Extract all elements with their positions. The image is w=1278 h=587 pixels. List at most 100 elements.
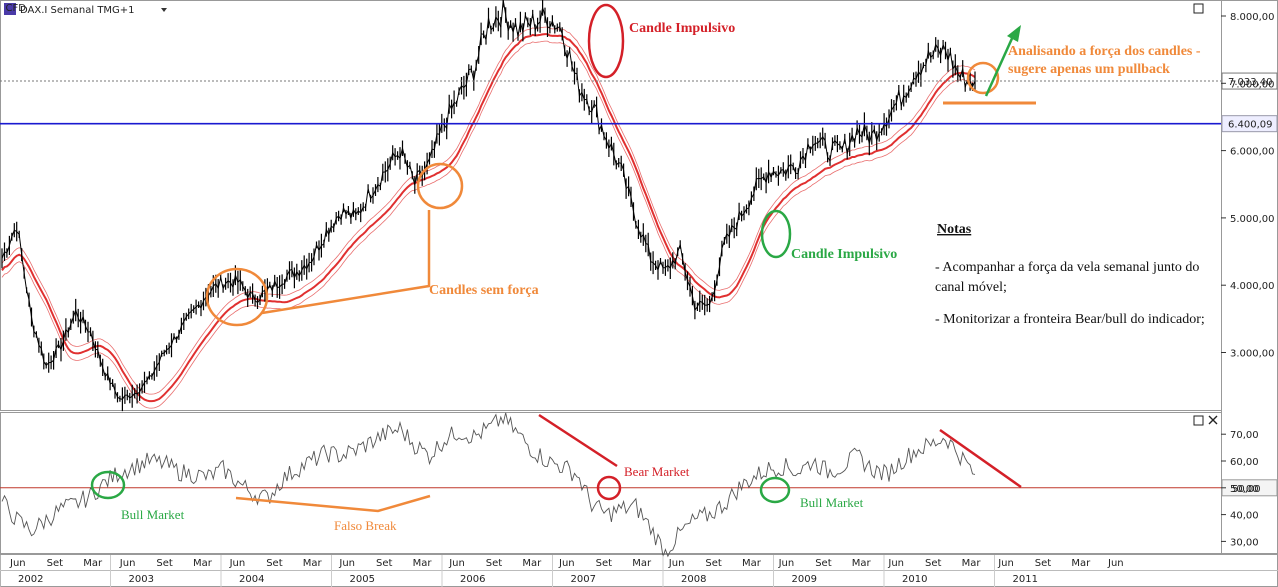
month-label: Set: [486, 558, 503, 569]
osc-tick-label: 30,00: [1230, 537, 1259, 548]
bear-circle: [596, 475, 622, 501]
chevron-down-icon[interactable]: [161, 8, 167, 12]
price-level-label: 7.033,40: [1228, 77, 1273, 88]
month-label: Jun: [448, 558, 465, 569]
month-label: Mar: [852, 558, 872, 569]
osc-tick-label: 70,00: [1230, 430, 1259, 441]
month-label: Set: [815, 558, 832, 569]
month-label: Jun: [778, 558, 795, 569]
month-label: Mar: [1071, 558, 1091, 569]
osc-tick-label: 50,00: [1230, 484, 1259, 495]
month-label: Jun: [1107, 558, 1124, 569]
month-label: Jun: [887, 558, 904, 569]
bull-circle-2: [759, 476, 791, 504]
price-tick-label: 5.000,00: [1230, 214, 1275, 225]
annotation-candles-sem-forca: Candles sem força: [429, 283, 539, 298]
price-levels: 7.033,40 6.400,09: [0, 72, 1278, 133]
month-label: Jun: [229, 558, 246, 569]
month-label: Jun: [668, 558, 685, 569]
month-label: Jun: [997, 558, 1014, 569]
annotation-pullback: Analisando a força dos candles - sugere …: [1008, 44, 1201, 77]
notes-block: Notas - Acompanhar a força da vela seman…: [935, 222, 1205, 327]
month-label: Mar: [632, 558, 652, 569]
price-tick-label: 6.000,00: [1230, 147, 1275, 158]
month-label: Jun: [558, 558, 575, 569]
month-label: Mar: [413, 558, 433, 569]
month-label: Jun: [9, 558, 26, 569]
channel-middle: [1, 33, 976, 403]
cfd-icon: [4, 3, 16, 15]
recent-downtrend-line: [939, 428, 1022, 489]
year-label: 2006: [460, 574, 485, 585]
weak-candles-connector: [261, 210, 431, 315]
oscillator-line: [1, 412, 976, 558]
price-series: [1, 0, 976, 412]
month-label: Mar: [742, 558, 762, 569]
month-label: Set: [156, 558, 173, 569]
annotations-oscillator: Bull Market Falso Break Bear Market Bull…: [90, 413, 1022, 533]
moving-channel: [1, 26, 976, 409]
year-label: 2010: [902, 574, 927, 585]
false-break-line: [235, 494, 431, 513]
year-label: 2008: [681, 574, 706, 585]
level-label: 50,00: [1232, 484, 1261, 495]
year-label: 2007: [571, 574, 596, 585]
osc-tick-label: 40,00: [1230, 511, 1259, 522]
month-label: Jun: [338, 558, 355, 569]
annotation-candle-impulsivo-green: Candle Impulsivo: [791, 247, 897, 262]
bear-trend-line: [538, 413, 618, 468]
weak-candles-circle-2: [205, 267, 269, 327]
oscillator-series: 50,00: [0, 412, 1278, 558]
month-label: Set: [705, 558, 722, 569]
support-price-box: [1221, 115, 1278, 133]
annotation-bear-market: Bear Market: [624, 464, 690, 479]
notes-line-2: - Monitorizar a fronteira Bear/bull do i…: [935, 312, 1205, 327]
month-label: Mar: [522, 558, 542, 569]
month-label: Jun: [119, 558, 136, 569]
month-label: Set: [925, 558, 942, 569]
year-label: 2011: [1013, 574, 1038, 585]
annotations-price: Candle Impulsivo Candle Impulsivo Candle…: [205, 3, 1205, 327]
channel-lower: [1, 40, 976, 409]
annotation-bull-market-1: Bull Market: [121, 507, 185, 522]
year-label: 2003: [129, 574, 154, 585]
oscillator-ticks: 70,00 60,00 50,00 40,00 30,00: [1221, 430, 1259, 548]
month-label: Set: [266, 558, 283, 569]
notes-line-1: - Acompanhar a força da vela semanal jun…: [935, 260, 1200, 295]
month-label: Mar: [303, 558, 323, 569]
maximize-indicator-icon[interactable]: [1193, 415, 1204, 426]
impulse-circle-red: [587, 3, 625, 79]
price-line: [1, 0, 976, 400]
chart-title: DAX.I Semanal TMG+1: [20, 5, 135, 16]
year-label: 2005: [350, 574, 375, 585]
bull-circle-1: [90, 470, 126, 500]
month-label: Mar: [83, 558, 103, 569]
month-label: Set: [596, 558, 613, 569]
price-level-label: 6.400,09: [1228, 120, 1273, 131]
year-label: 2009: [792, 574, 817, 585]
price-ticks: 8.000,00 7.000,00 6.000,00 5.000,00 4.000,00…: [1221, 12, 1275, 360]
oscillator-panel: [0, 412, 1222, 554]
year-label: 2002: [18, 574, 43, 585]
price-tick-label: 3.000,00: [1230, 349, 1275, 360]
notes-title: Notas: [937, 222, 972, 237]
month-label: Set: [47, 558, 64, 569]
price-axis-panel: [1221, 0, 1278, 554]
impulse-circle-green: [760, 209, 792, 259]
cfd-badge: CFD: [6, 3, 27, 14]
annotation-candle-impulsivo-red: Candle Impulsivo: [629, 21, 735, 36]
price-panel: [0, 0, 1222, 411]
weak-candles-circle-1: [416, 162, 464, 210]
month-label: Mar: [962, 558, 982, 569]
osc-tick-label: 60,00: [1230, 457, 1259, 468]
channel-upper: [1, 26, 976, 395]
price-tick-label: 8.000,00: [1230, 12, 1275, 23]
price-tick-label: 4.000,00: [1230, 281, 1275, 292]
close-icon[interactable]: [1208, 415, 1218, 425]
chart-header[interactable]: CFD DAX.I Semanal TMG+1: [4, 3, 167, 16]
pullback-circle: [966, 61, 1000, 95]
up-arrow-icon: [1007, 25, 1021, 42]
month-label: Set: [1035, 558, 1052, 569]
maximize-icon[interactable]: [1193, 3, 1204, 14]
